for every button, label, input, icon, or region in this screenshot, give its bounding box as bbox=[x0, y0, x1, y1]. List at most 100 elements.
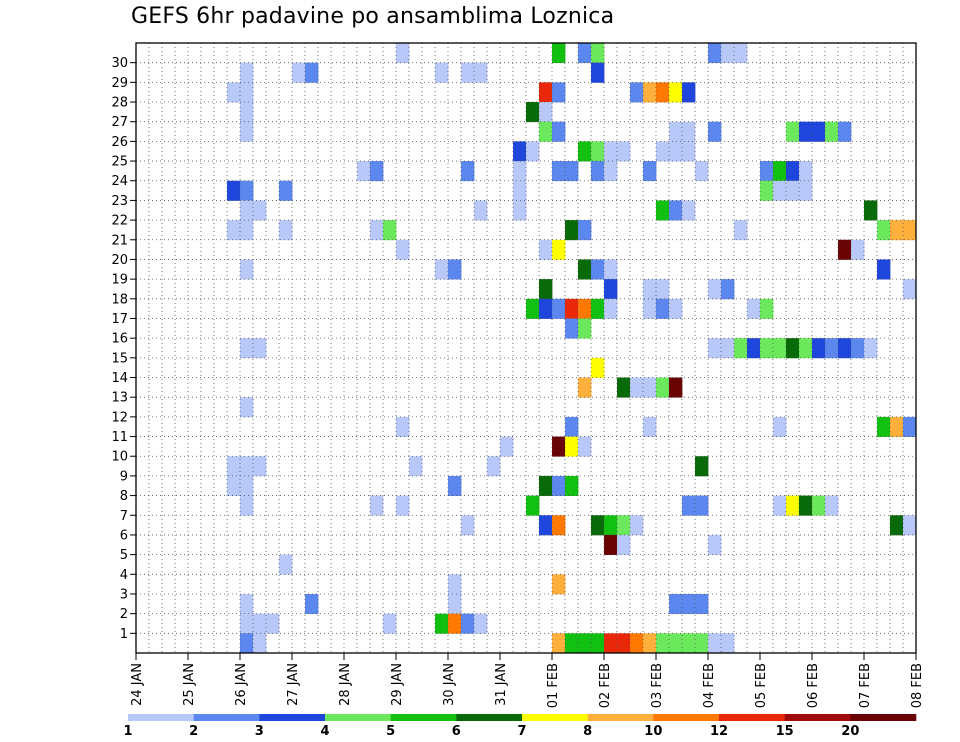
heatmap-cell bbox=[539, 515, 553, 536]
heatmap-cell bbox=[240, 338, 254, 359]
heatmap-cell bbox=[565, 436, 579, 457]
x-tick-label: 30 JAN bbox=[442, 663, 457, 706]
heatmap-cell bbox=[604, 141, 618, 162]
heatmap-cell bbox=[565, 298, 579, 319]
heatmap-cell bbox=[396, 239, 410, 260]
heatmap-cell bbox=[812, 121, 826, 142]
x-axis: 24 JAN 25 JAN 26 JAN 27 JAN 28 JAN 29 JAN 30 J… bbox=[130, 653, 925, 708]
colorbar-swatch bbox=[850, 714, 917, 721]
heatmap-cell bbox=[565, 475, 579, 496]
heatmap-cell bbox=[240, 456, 254, 477]
heatmap-cell bbox=[695, 593, 709, 615]
heatmap-cell bbox=[461, 62, 475, 83]
colorbar-label: 15 bbox=[776, 724, 794, 739]
y-tick-label: 5 bbox=[120, 548, 128, 563]
heatmap-cell bbox=[474, 200, 488, 221]
heatmap-cell bbox=[513, 200, 527, 221]
cells-layer bbox=[227, 43, 917, 654]
heatmap-cell bbox=[721, 43, 735, 64]
y-tick-label: 17 bbox=[111, 312, 128, 327]
heatmap-cell bbox=[240, 121, 254, 142]
colorbar-label: 12 bbox=[710, 724, 728, 739]
heatmap-cell bbox=[305, 62, 319, 83]
heatmap-cell bbox=[240, 475, 254, 496]
heatmap-cell bbox=[877, 416, 891, 437]
heatmap-cell bbox=[669, 377, 683, 398]
heatmap-cell bbox=[539, 82, 553, 103]
heatmap-cell bbox=[604, 515, 618, 536]
colorbar-label: 3 bbox=[255, 724, 264, 739]
heatmap-cell bbox=[240, 593, 254, 615]
heatmap-cell bbox=[643, 161, 657, 182]
heatmap-cell bbox=[838, 338, 852, 359]
heatmap-cell bbox=[851, 239, 865, 260]
heatmap-cell bbox=[227, 475, 241, 496]
heatmap-cell bbox=[240, 259, 254, 280]
heatmap-cell bbox=[279, 180, 293, 201]
heatmap-cell bbox=[812, 338, 826, 359]
y-tick-label: 1 bbox=[120, 627, 128, 642]
heatmap-cell bbox=[396, 495, 410, 516]
heatmap-cell bbox=[656, 200, 670, 221]
x-tick-label: 06 FEB bbox=[806, 663, 821, 708]
heatmap-cell bbox=[474, 62, 488, 83]
heatmap-cell bbox=[799, 338, 813, 359]
heatmap-cell bbox=[253, 456, 267, 477]
heatmap-cell bbox=[617, 633, 631, 654]
colorbar-label: 4 bbox=[320, 724, 329, 739]
heatmap-cell bbox=[253, 613, 267, 634]
colorbar-label: 6 bbox=[452, 724, 461, 739]
heatmap-cell bbox=[552, 436, 566, 457]
heatmap-cell bbox=[747, 338, 761, 359]
heatmap-cell bbox=[877, 220, 891, 241]
heatmap-cell bbox=[383, 220, 397, 241]
y-tick-label: 25 bbox=[111, 155, 128, 170]
heatmap-cell bbox=[669, 633, 683, 654]
colorbar-swatch bbox=[259, 714, 326, 721]
y-tick-label: 3 bbox=[120, 587, 128, 602]
heatmap-cell bbox=[604, 259, 618, 280]
y-tick-label: 19 bbox=[111, 273, 128, 288]
heatmap-cell bbox=[682, 633, 696, 654]
heatmap-cell bbox=[279, 554, 293, 575]
colorbar-swatch bbox=[587, 714, 654, 721]
heatmap-cell bbox=[604, 161, 618, 182]
heatmap-cell bbox=[578, 43, 592, 64]
heatmap-cell bbox=[513, 180, 527, 201]
heatmap-cell bbox=[682, 82, 696, 103]
heatmap-cell bbox=[695, 161, 709, 182]
heatmap-cell bbox=[240, 200, 254, 221]
heatmap-cell bbox=[617, 377, 631, 398]
heatmap-cell bbox=[630, 377, 644, 398]
heatmap-cell bbox=[526, 102, 540, 123]
heatmap-cell bbox=[305, 593, 319, 615]
heatmap-cell bbox=[578, 141, 592, 162]
heatmap-cell bbox=[734, 338, 748, 359]
x-tick-label: 26 JAN bbox=[234, 663, 249, 706]
heatmap-cell bbox=[526, 298, 540, 319]
heatmap-cell bbox=[539, 298, 553, 319]
heatmap-cell bbox=[552, 121, 566, 142]
y-tick-label: 27 bbox=[111, 115, 128, 130]
y-tick-label: 30 bbox=[111, 56, 128, 71]
y-tick-label: 6 bbox=[120, 528, 128, 543]
heatmap-cell bbox=[227, 180, 241, 201]
heatmap-cell bbox=[656, 298, 670, 319]
heatmap-cell bbox=[617, 141, 631, 162]
heatmap-cell bbox=[903, 515, 917, 536]
heatmap-cell bbox=[695, 495, 709, 516]
x-tick-label: 24 JAN bbox=[130, 663, 145, 706]
heatmap-cell bbox=[617, 534, 631, 556]
heatmap-cell bbox=[591, 357, 605, 378]
heatmap-cell bbox=[773, 161, 787, 182]
heatmap-cell bbox=[578, 377, 592, 398]
heatmap-cell bbox=[799, 161, 813, 182]
colorbar-swatch bbox=[128, 714, 194, 721]
heatmap-cell bbox=[656, 633, 670, 654]
heatmap-cell bbox=[552, 633, 566, 654]
heatmap-cell bbox=[643, 82, 657, 103]
heatmap-cell bbox=[786, 161, 800, 182]
colorbar-swatch bbox=[653, 714, 720, 721]
heatmap-cell bbox=[526, 495, 540, 516]
y-tick-label: 4 bbox=[120, 568, 128, 583]
